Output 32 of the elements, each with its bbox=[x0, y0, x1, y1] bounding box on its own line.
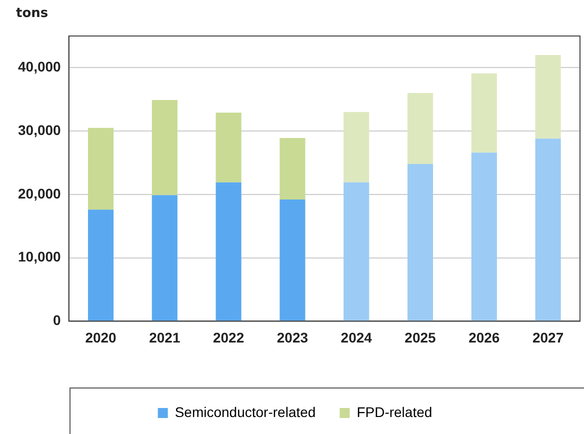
bar bbox=[344, 112, 370, 182]
bar bbox=[535, 55, 561, 139]
bar bbox=[152, 100, 178, 196]
y-axis-title: tons bbox=[16, 6, 48, 21]
y-tick-label: 20,000 bbox=[18, 185, 62, 202]
y-tick-label: 30,000 bbox=[18, 122, 62, 138]
x-tick-label: 2025 bbox=[404, 329, 436, 346]
legend-label: FPD-related bbox=[356, 404, 432, 420]
x-tick-label: 2022 bbox=[212, 329, 244, 346]
x-tick-label: 2021 bbox=[149, 329, 180, 346]
y-tick-label: 10,000 bbox=[18, 248, 62, 265]
legend-label: Semiconductor-related bbox=[174, 404, 316, 420]
bar bbox=[280, 200, 306, 321]
x-tick-label: 2026 bbox=[468, 329, 500, 346]
y-tick-label: 0 bbox=[53, 312, 62, 328]
bar bbox=[471, 73, 497, 153]
bar bbox=[407, 93, 434, 164]
x-tick-label: 2024 bbox=[340, 329, 372, 346]
bar bbox=[216, 112, 242, 182]
bar bbox=[216, 182, 242, 321]
bar bbox=[344, 182, 370, 321]
bar bbox=[88, 210, 114, 321]
bar bbox=[88, 128, 114, 210]
x-tick-label: 2023 bbox=[276, 329, 308, 346]
x-tick-label: 2027 bbox=[532, 329, 564, 346]
bar bbox=[471, 152, 497, 321]
bar bbox=[280, 138, 306, 200]
bar bbox=[152, 195, 178, 321]
x-tick-label: 2020 bbox=[85, 329, 117, 346]
bar bbox=[407, 164, 434, 321]
bar bbox=[535, 138, 561, 321]
y-tick-label: 40,000 bbox=[18, 58, 62, 75]
